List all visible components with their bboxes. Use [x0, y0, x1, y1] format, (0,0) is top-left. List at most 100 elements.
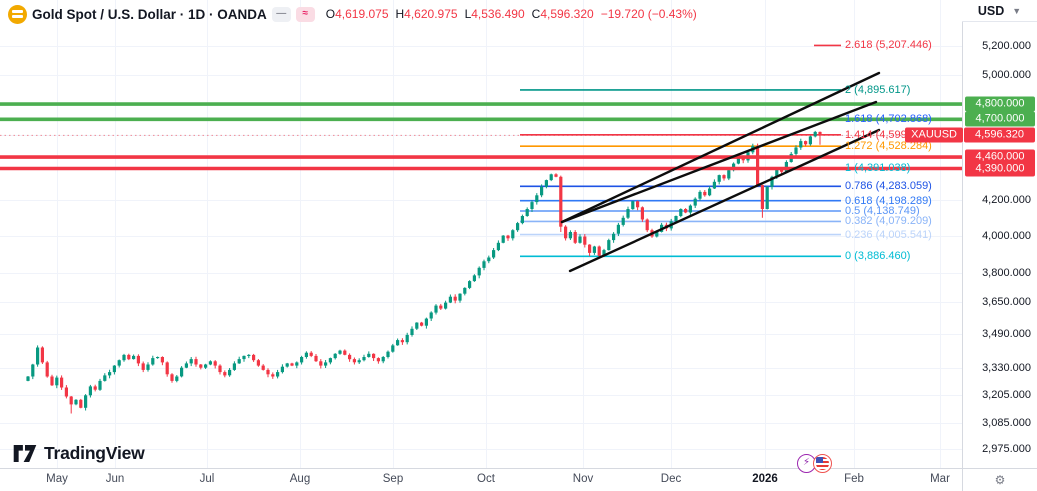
candle-body: [69, 396, 73, 405]
axis-settings-gear-icon[interactable]: ⚙: [962, 468, 1037, 491]
candle-body: [108, 372, 112, 376]
fib-label-0.236[interactable]: 0.236 (4,005.541): [845, 228, 932, 241]
gridline-vertical: [115, 0, 116, 468]
candle-body: [472, 275, 476, 282]
symbol-title[interactable]: Gold Spot / U.S. Dollar · 1D · OANDA: [32, 6, 267, 22]
candle-body: [655, 232, 659, 237]
candle-body: [55, 377, 59, 386]
candle-body: [396, 340, 400, 346]
currency-selector[interactable]: USD ▼: [962, 0, 1037, 22]
us-economic-event-flag-icon[interactable]: [813, 454, 832, 473]
open-value: 4,619.075: [335, 7, 389, 21]
candle-body: [237, 359, 241, 364]
trend-line-1[interactable]: [560, 71, 881, 224]
gridline-horizontal: [0, 46, 962, 48]
currency-value: USD: [977, 3, 1005, 18]
candle-body: [40, 347, 44, 363]
chevron-down-icon: ▼: [1012, 5, 1022, 16]
price-axis-tick: 5,200.000: [982, 40, 1031, 53]
time-axis-label-Dec: Dec: [660, 473, 682, 485]
candle-body: [525, 209, 529, 216]
candle-body: [175, 376, 179, 381]
candle-body: [516, 223, 520, 231]
candle-body: [36, 347, 40, 365]
candle-body: [180, 367, 184, 377]
candle-body: [688, 205, 692, 213]
candle-body: [588, 244, 592, 253]
candle-body: [439, 305, 443, 309]
candle-body: [252, 354, 256, 361]
candlestick-canvas[interactable]: [0, 0, 962, 468]
candle-body: [271, 374, 275, 377]
candle-body: [698, 191, 702, 199]
gridline-horizontal: [0, 395, 962, 397]
candle-body: [228, 369, 232, 376]
candle-body: [290, 363, 294, 366]
price-axis-tick: 3,330.000: [982, 361, 1031, 374]
fib-label-1.618[interactable]: 1.618 (4,702.868): [845, 112, 932, 125]
price-level-badge-4800: 4,800.000: [965, 96, 1035, 112]
candle-body: [607, 240, 611, 251]
candle-body: [31, 364, 35, 377]
fib-label-0.382[interactable]: 0.382 (4,079.209): [845, 215, 932, 228]
candle-body: [794, 147, 798, 154]
candle-body: [376, 358, 380, 362]
candle-body: [520, 216, 524, 224]
candle-body: [60, 377, 64, 388]
candle-body: [616, 224, 620, 234]
candle-body: [765, 186, 769, 209]
gridline-horizontal: [0, 422, 962, 424]
candle-body: [501, 235, 505, 243]
candle-body: [170, 374, 174, 381]
candle-body: [434, 305, 438, 313]
candle-body: [640, 207, 644, 220]
candle-body: [448, 296, 452, 303]
candle-body: [818, 131, 822, 136]
candle-body: [631, 201, 635, 210]
candle-body: [338, 350, 342, 354]
fib-label-0[interactable]: 0 (3,886.460): [845, 250, 911, 263]
candle-body: [708, 188, 712, 196]
candle-body: [544, 180, 548, 187]
candle-body: [813, 131, 817, 137]
candle-body: [199, 364, 203, 368]
earnings-lightning-icon[interactable]: ⚡: [797, 454, 816, 473]
candle-body: [400, 340, 404, 343]
candle-body: [760, 185, 764, 209]
wave-indicator-icon[interactable]: ≈: [295, 6, 315, 22]
gridline-vertical: [940, 0, 941, 468]
candle-body: [84, 395, 88, 408]
candle-body: [477, 267, 481, 276]
event-markers: ⚡: [797, 454, 832, 473]
fib-label-0.5[interactable]: 0.5 (4,138.749): [845, 205, 920, 217]
gridline-horizontal: [0, 134, 962, 136]
candle-body: [165, 362, 169, 375]
gridline-horizontal: [0, 272, 962, 274]
fib-label-0.786[interactable]: 0.786 (4,283.059): [845, 180, 932, 193]
price-axis[interactable]: 5,200.000 5,000.000 4,200.000 4,000.000 3,80…: [962, 0, 1037, 468]
tradingview-logo[interactable]: TradingView: [13, 443, 145, 464]
candle-body: [184, 363, 188, 368]
fib-label-1[interactable]: 1 (4,391.038): [845, 162, 911, 175]
candle-body: [136, 355, 140, 364]
price-level-badge-4390: 4,390.000: [965, 161, 1035, 176]
candle-body: [204, 364, 208, 368]
candle-body: [189, 359, 193, 364]
candle-body: [391, 345, 395, 352]
hide-indicator-icon[interactable]: —: [271, 6, 291, 22]
candle-body: [156, 357, 160, 359]
candle-body: [132, 355, 136, 360]
candle-body: [348, 354, 352, 360]
low-label: L: [464, 7, 472, 21]
candle-body: [362, 357, 366, 361]
candle-body: [386, 351, 390, 357]
fib-label-1.272[interactable]: 1.272 (4,528.284): [845, 140, 932, 153]
fib-label-0.618[interactable]: 0.618 (4,198.289): [845, 194, 932, 207]
candle-body: [549, 174, 553, 181]
fib-label-2[interactable]: 2 (4,895.617): [845, 83, 911, 96]
fib-label-2.618[interactable]: 2.618 (5,207.446): [845, 39, 932, 52]
trend-line-2[interactable]: [560, 100, 878, 224]
candle-body: [554, 174, 558, 177]
time-axis[interactable]: May Jun Jul Aug Sep Oct Nov Dec 2026 Feb Mar: [0, 468, 962, 491]
trend-line-3[interactable]: [568, 128, 881, 273]
